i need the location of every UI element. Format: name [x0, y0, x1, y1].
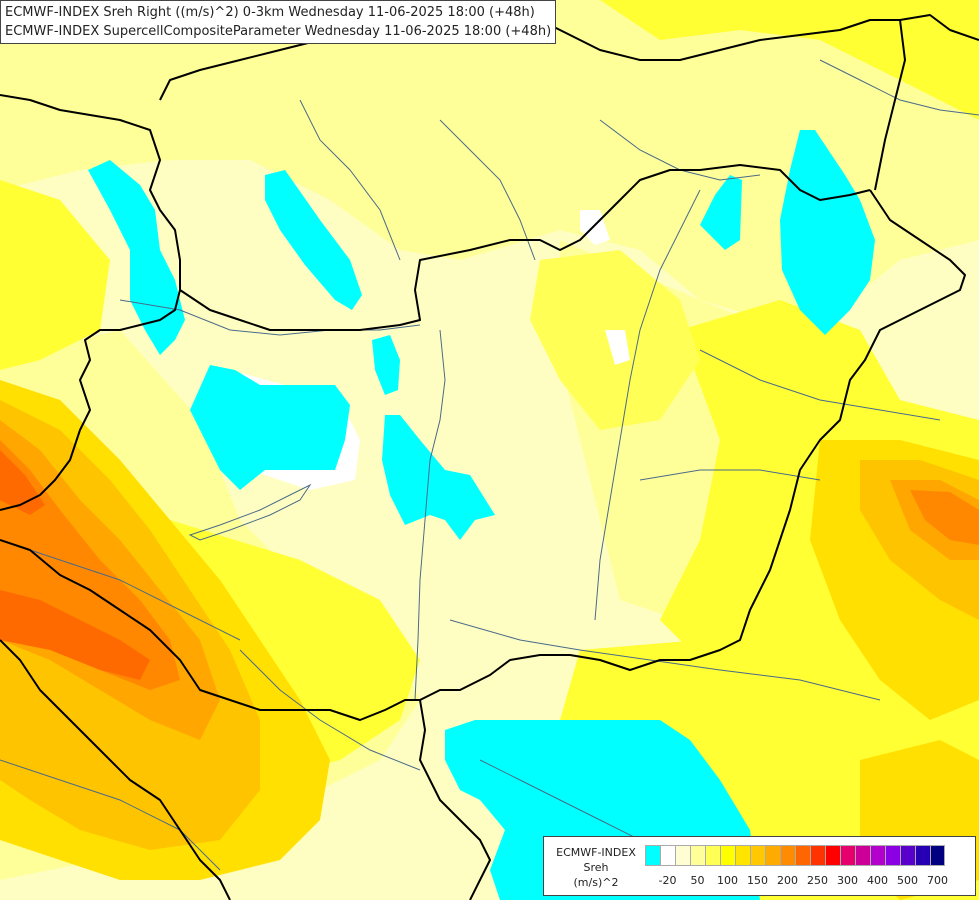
zone-cyan-north — [265, 170, 362, 310]
legend-tick-label: 200 — [777, 874, 798, 887]
zone-darkorange-east — [910, 490, 979, 545]
legend-swatch — [720, 845, 735, 866]
river-east-2 — [639, 469, 821, 481]
legend-swatch — [810, 845, 825, 866]
map-title-box: ECMWF-INDEX Sreh Right ((m/s)^2) 0-3km W… — [0, 0, 557, 44]
title-sreh-line: ECMWF-INDEX Sreh Right ((m/s)^2) 0-3km W… — [5, 5, 535, 20]
legend-swatch — [930, 845, 945, 866]
legend-swatch — [885, 845, 900, 866]
river-tisza — [594, 189, 701, 621]
border-hungary-romania — [419, 189, 966, 701]
legend-swatch — [660, 845, 675, 866]
river-west-1 — [0, 539, 241, 641]
zone-yellow-northeast — [600, 0, 979, 120]
legend-swatch — [840, 845, 855, 866]
legend-model: ECMWF-INDEX — [556, 846, 636, 859]
border-czech-slovakia — [0, 94, 181, 290]
legend-swatch — [780, 845, 795, 866]
legend-swatch — [915, 845, 930, 866]
zone-cyan-nw — [88, 160, 185, 355]
river-danube-south — [414, 329, 446, 701]
legend-swatch — [705, 845, 720, 866]
legend-unit: (m/s)^2 — [573, 876, 619, 889]
legend-swatch — [645, 845, 660, 866]
legend-label: ECMWF-INDEX Sreh (m/s)^2 — [548, 845, 644, 890]
river-north-2 — [439, 119, 536, 261]
border-ukraine-east — [874, 19, 906, 191]
river-west-2 — [0, 759, 221, 871]
legend-parameter: Sreh — [583, 861, 609, 874]
border-slovakia-hungary — [179, 164, 871, 331]
legend-swatch — [765, 845, 780, 866]
zone-redorange-west-2 — [0, 590, 150, 680]
zone-cyan-river — [382, 415, 495, 540]
legend-swatch — [795, 845, 810, 866]
legend-swatch — [900, 845, 915, 866]
legend-tick-label: 500 — [897, 874, 918, 887]
river-south-1 — [449, 619, 881, 701]
country-borders — [0, 9, 979, 900]
legend-swatch — [735, 845, 750, 866]
rivers — [0, 59, 979, 871]
legend-swatch — [870, 845, 885, 866]
border-croatia-hungary — [0, 539, 420, 721]
zone-pale-north — [0, 0, 979, 330]
legend-swatch-row — [645, 845, 945, 866]
legend-tick-label: 250 — [807, 874, 828, 887]
border-west-south — [0, 639, 231, 900]
river-ne-2 — [819, 59, 979, 116]
border-serbia-croatia — [419, 699, 491, 900]
river-north-1 — [299, 99, 401, 261]
legend-swatch — [675, 845, 690, 866]
legend-swatch — [825, 845, 840, 866]
border-hungary-austria — [0, 289, 181, 511]
legend-tick-label: 50 — [690, 874, 705, 887]
color-legend: ECMWF-INDEX Sreh (m/s)^2 -20 50 100 150 200 2… — [543, 836, 976, 896]
legend-tick-label: 400 — [867, 874, 888, 887]
river-lake-balaton — [188, 483, 312, 541]
river-east-1 — [699, 349, 941, 421]
legend-tick-label: 150 — [747, 874, 768, 887]
zone-cyan-central — [190, 365, 350, 490]
title-scp-line: ECMWF-INDEX SupercellCompositeParameter … — [5, 24, 552, 39]
legend-swatch — [750, 845, 765, 866]
legend-tick-row: -20 50 100 150 200 250 300 400 500 700 — [645, 874, 975, 890]
river-south-2 — [479, 759, 641, 841]
zone-cyan-small — [372, 335, 400, 395]
legend-swatch — [855, 845, 870, 866]
zone-cyan-ne-small — [700, 175, 742, 250]
legend-swatch — [690, 845, 705, 866]
legend-tick-label: 700 — [927, 874, 948, 887]
legend-tick-label: -20 — [658, 874, 677, 887]
zone-yellow-west — [0, 180, 110, 370]
river-sw-1 — [239, 649, 421, 771]
legend-tick-label: 100 — [717, 874, 738, 887]
river-danube-west — [119, 299, 421, 336]
zone-white-3 — [605, 330, 630, 365]
legend-tick-label: 300 — [837, 874, 858, 887]
border-northeast — [519, 9, 979, 61]
zone-cyan-ne-large — [780, 130, 875, 335]
